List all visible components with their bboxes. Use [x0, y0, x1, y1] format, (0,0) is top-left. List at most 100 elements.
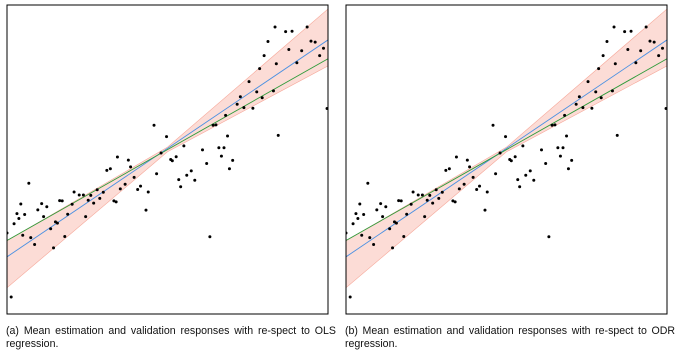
data-point: [652, 40, 656, 44]
data-point: [182, 144, 186, 148]
data-point: [494, 172, 498, 176]
data-point: [251, 106, 255, 110]
data-point: [434, 188, 438, 192]
data-point: [524, 173, 528, 177]
data-point: [475, 187, 479, 191]
data-point: [539, 148, 543, 152]
data-point: [17, 217, 21, 221]
data-point: [590, 106, 594, 110]
data-point: [399, 199, 403, 203]
data-point: [262, 54, 266, 58]
data-point: [72, 190, 76, 194]
data-point: [170, 159, 174, 163]
data-point: [566, 167, 570, 171]
data-point: [629, 29, 633, 33]
data-point: [388, 227, 392, 231]
data-point: [238, 95, 242, 99]
data-point: [214, 123, 218, 127]
data-point: [354, 212, 358, 216]
data-point: [95, 188, 99, 192]
data-point: [586, 80, 590, 84]
data-point: [273, 25, 277, 29]
data-point: [222, 146, 226, 150]
data-point: [639, 49, 643, 53]
data-point: [52, 246, 56, 250]
data-point: [36, 208, 40, 212]
data-point: [425, 198, 429, 202]
data-point: [605, 39, 609, 43]
data-point: [211, 123, 215, 127]
data-point: [40, 202, 44, 206]
data-point: [405, 212, 409, 216]
data-point: [416, 193, 420, 197]
data-point: [375, 208, 379, 212]
validation-line: [346, 58, 667, 241]
data-point: [597, 67, 601, 71]
data-point: [33, 242, 37, 246]
data-point: [462, 182, 466, 186]
data-point: [521, 144, 525, 148]
data-point: [152, 123, 156, 127]
data-point: [613, 62, 617, 66]
data-point: [498, 151, 502, 155]
data-point: [129, 165, 133, 169]
data-point: [453, 200, 457, 204]
data-point: [231, 158, 235, 162]
data-point: [276, 133, 280, 137]
data-point: [126, 158, 130, 162]
data-point: [379, 202, 383, 206]
data-point: [108, 167, 112, 171]
plot-b: [345, 4, 668, 315]
data-point: [626, 47, 630, 51]
data-point: [66, 212, 70, 216]
data-point: [634, 61, 638, 65]
data-point: [132, 175, 136, 179]
data-point: [9, 295, 13, 299]
data-point: [235, 102, 239, 106]
data-point: [219, 154, 223, 158]
data-point: [599, 96, 603, 100]
data-point: [558, 154, 562, 158]
data-point: [159, 151, 163, 155]
data-point: [391, 246, 395, 250]
data-point: [601, 54, 605, 58]
data-point: [471, 175, 475, 179]
data-point: [478, 184, 482, 188]
data-point: [60, 199, 64, 203]
data-point: [70, 202, 74, 206]
data-point: [205, 162, 209, 166]
data-point: [358, 202, 362, 206]
data-point: [77, 193, 81, 197]
data-point: [101, 190, 105, 194]
data-point: [356, 217, 360, 221]
data-point: [577, 95, 581, 99]
data-point: [284, 30, 288, 34]
data-point: [465, 158, 469, 162]
data-point: [648, 39, 652, 43]
data-point: [118, 187, 122, 191]
data-point: [661, 46, 665, 50]
data-point: [368, 236, 372, 240]
data-point: [454, 155, 458, 159]
data-point: [664, 107, 667, 111]
data-point: [247, 80, 251, 84]
data-point: [155, 172, 159, 176]
data-point: [423, 215, 427, 219]
data-point: [45, 205, 49, 209]
data-point: [528, 169, 532, 173]
data-point: [255, 90, 259, 94]
data-point: [491, 123, 495, 127]
data-point: [428, 193, 432, 197]
data-point: [27, 181, 31, 185]
data-point: [411, 190, 415, 194]
data-point: [451, 199, 455, 203]
mean-estimation-line: [7, 39, 328, 258]
data-point: [258, 67, 262, 71]
data-point: [224, 113, 228, 117]
data-point: [226, 134, 230, 138]
data-point: [266, 39, 270, 43]
data-point: [274, 62, 278, 66]
data-point: [193, 178, 197, 182]
data-point: [574, 102, 578, 106]
data-point: [457, 187, 461, 191]
